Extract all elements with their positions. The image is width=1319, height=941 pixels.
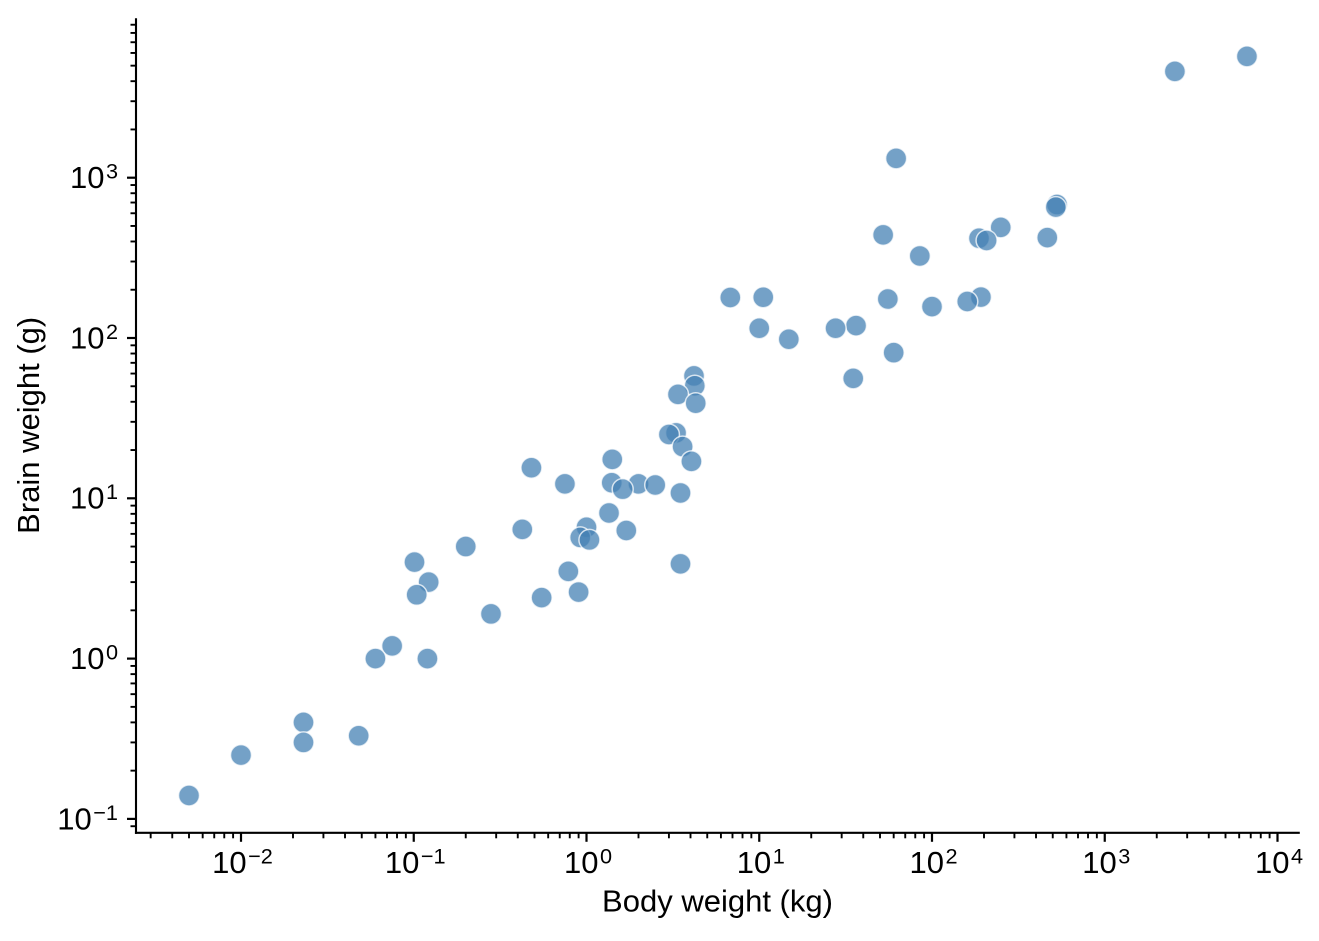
svg-text:102: 102 bbox=[909, 844, 957, 881]
svg-text:Brain weight (g): Brain weight (g) bbox=[11, 317, 46, 534]
svg-text:100: 100 bbox=[564, 844, 612, 881]
svg-text:Body weight (kg): Body weight (kg) bbox=[602, 884, 833, 919]
